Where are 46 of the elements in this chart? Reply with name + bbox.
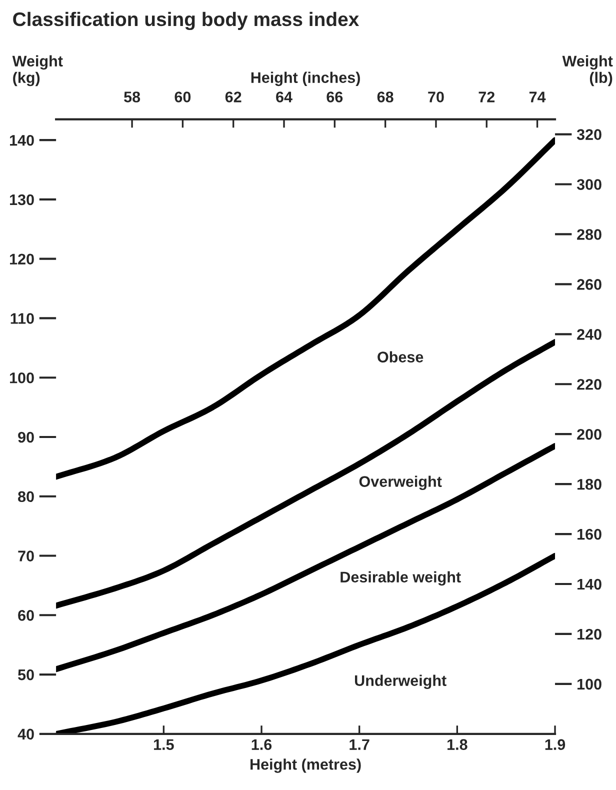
y2-tick-label: 140 [578,578,602,590]
x2-tick-label: 60 [174,92,191,102]
annotation: Desirable weight [340,571,461,586]
y2-tick-label: 120 [578,628,602,640]
x-tick-label: 1.7 [350,739,370,750]
y-tick-label: 80 [18,491,34,502]
x2-tick-label: 68 [377,92,394,102]
y-tick-label: 50 [18,669,34,680]
x2-tick-label: 70 [428,92,444,102]
y2-tick-label: 220 [577,378,602,390]
y2-tick-label: 260 [577,279,602,290]
y2-tick-label: 300 [576,179,602,190]
y-tick-label: 70 [18,550,34,562]
y2-tick-label: 280 [577,229,602,240]
annotation: Obese [378,351,424,362]
x2-tick-label: 58 [124,92,140,102]
y-tick-label: 90 [18,432,34,443]
x-tick-label: 1.5 [154,739,174,750]
annotation: Overweight [359,476,442,490]
chart-title: Classification using body mass index [13,12,360,30]
y2-axis-title: Weight (lb) [562,55,613,86]
y2-tick-label: 200 [577,428,602,440]
x2-tick-label: 74 [529,92,546,102]
y-tick-label: 110 [10,313,34,324]
y-tick-label: 60 [18,610,34,621]
x-axis-title: Height (metres) [250,758,361,773]
annotation: Underweight [355,674,446,690]
y-axis-title: Weight (kg) [12,55,63,86]
y-tick-label: 140 [10,134,34,146]
y2-tick-label: 320 [576,129,602,140]
x-tick-label: 1.8 [448,739,468,750]
x2-tick-label: 64 [276,92,292,102]
y-tick-label: 130 [10,194,34,206]
y-tick-label: 40 [18,728,34,740]
x2-axis-title: Height (inches) [251,72,360,86]
y2-tick-label: 240 [577,329,602,340]
x2-tick-label: 62 [225,92,242,102]
x-tick-label: 1.9 [545,739,566,750]
x2-tick-label: 66 [326,92,343,102]
y-tick-label: 100 [10,372,34,384]
y2-tick-label: 160 [578,528,602,540]
y2-tick-label: 100 [578,678,602,690]
x2-tick-label: 72 [478,92,495,102]
x-tick-label: 1.6 [252,739,272,750]
y2-tick-label: 180 [578,478,602,490]
y-tick-label: 120 [10,254,34,265]
